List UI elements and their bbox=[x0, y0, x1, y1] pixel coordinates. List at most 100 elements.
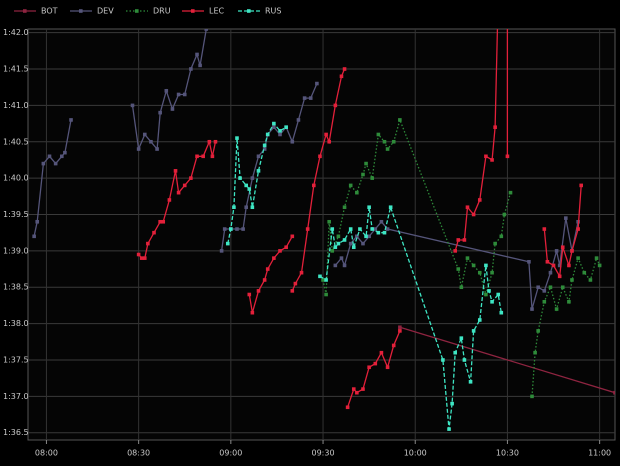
point-marker bbox=[379, 350, 384, 355]
point-marker bbox=[195, 154, 199, 159]
point-marker bbox=[244, 183, 249, 188]
point-marker bbox=[499, 234, 504, 239]
point-marker bbox=[229, 227, 233, 231]
point-marker bbox=[361, 172, 365, 177]
point-marker bbox=[453, 350, 457, 355]
point-marker bbox=[542, 227, 547, 231]
point-marker bbox=[373, 227, 378, 231]
point-marker bbox=[484, 263, 488, 268]
point-marker bbox=[318, 274, 322, 279]
x-tick-label: 10:00 bbox=[404, 449, 427, 458]
point-marker bbox=[487, 289, 491, 293]
point-marker bbox=[447, 427, 451, 431]
point-marker bbox=[302, 96, 307, 100]
y-tick-label: 1:40.0 bbox=[3, 174, 29, 183]
point-marker bbox=[379, 219, 384, 224]
point-marker bbox=[342, 67, 347, 71]
point-marker bbox=[385, 227, 390, 231]
series-line bbox=[346, 330, 401, 408]
point-marker bbox=[195, 52, 199, 57]
point-marker bbox=[336, 241, 341, 246]
point-marker bbox=[339, 74, 344, 79]
point-marker bbox=[330, 249, 335, 253]
legend-label: DRU bbox=[153, 7, 171, 16]
point-marker bbox=[370, 176, 375, 180]
point-marker bbox=[348, 241, 353, 246]
point-marker bbox=[530, 307, 534, 311]
point-marker bbox=[35, 219, 40, 224]
y-tick-label: 1:41.0 bbox=[3, 101, 29, 110]
point-marker bbox=[355, 190, 359, 195]
point-marker bbox=[465, 256, 470, 260]
point-marker bbox=[299, 270, 304, 275]
point-marker bbox=[348, 183, 353, 188]
legend-marker bbox=[135, 9, 139, 13]
series-layer bbox=[32, 29, 615, 431]
point-marker bbox=[560, 285, 565, 290]
point-marker bbox=[333, 263, 338, 268]
point-marker bbox=[505, 154, 510, 159]
point-marker bbox=[527, 259, 531, 264]
point-marker bbox=[355, 234, 359, 239]
point-marker bbox=[164, 89, 169, 93]
axes: 1:36.5 1:37.0 1:37.5 1:38.0 1:38.5 1:39.0 1:39… bbox=[3, 28, 611, 457]
point-marker bbox=[161, 219, 166, 224]
point-marker bbox=[398, 329, 402, 333]
point-marker bbox=[364, 234, 368, 239]
point-marker bbox=[235, 136, 239, 140]
point-marker bbox=[222, 227, 227, 231]
point-marker bbox=[450, 401, 454, 406]
point-marker bbox=[554, 249, 559, 253]
point-marker bbox=[130, 103, 135, 108]
point-marker bbox=[232, 205, 236, 210]
point-marker bbox=[321, 278, 325, 282]
point-marker bbox=[142, 256, 147, 260]
point-marker bbox=[296, 118, 301, 122]
point-marker bbox=[557, 274, 562, 279]
x-tick-label: 10:30 bbox=[496, 449, 519, 458]
point-marker bbox=[351, 387, 356, 391]
point-marker bbox=[250, 205, 255, 210]
plot-area bbox=[27, 28, 616, 441]
point-marker bbox=[477, 198, 482, 202]
point-marker bbox=[490, 299, 494, 304]
y-tick-label: 1:41.5 bbox=[3, 65, 29, 74]
point-marker bbox=[265, 267, 270, 271]
point-marker bbox=[441, 358, 445, 362]
y-tick-label: 1:38.0 bbox=[3, 319, 29, 328]
point-marker bbox=[548, 270, 553, 275]
point-marker bbox=[262, 143, 267, 148]
point-marker bbox=[158, 110, 162, 115]
point-marker bbox=[284, 245, 288, 250]
point-marker bbox=[542, 299, 547, 304]
point-marker bbox=[548, 285, 553, 290]
point-marker bbox=[305, 227, 310, 231]
point-marker bbox=[278, 132, 282, 137]
point-marker bbox=[333, 245, 338, 250]
point-marker bbox=[588, 278, 593, 282]
point-marker bbox=[459, 285, 464, 290]
series-line bbox=[227, 122, 287, 244]
point-marker bbox=[272, 256, 276, 260]
point-marker bbox=[373, 361, 378, 366]
point-marker bbox=[376, 230, 381, 235]
point-marker bbox=[388, 205, 393, 210]
point-marker bbox=[308, 96, 313, 100]
series-line bbox=[319, 204, 502, 430]
point-marker bbox=[293, 281, 298, 286]
point-marker bbox=[536, 285, 540, 290]
point-marker bbox=[278, 129, 282, 133]
point-marker bbox=[173, 169, 178, 173]
grid bbox=[28, 29, 615, 440]
point-marker bbox=[324, 132, 328, 137]
point-marker bbox=[364, 161, 368, 166]
point-marker bbox=[204, 29, 209, 31]
point-marker bbox=[333, 103, 338, 108]
point-marker bbox=[342, 263, 347, 268]
point-marker bbox=[207, 139, 212, 144]
x-tick-label: 08:30 bbox=[127, 449, 150, 458]
point-marker bbox=[530, 394, 534, 399]
point-marker bbox=[284, 125, 288, 130]
